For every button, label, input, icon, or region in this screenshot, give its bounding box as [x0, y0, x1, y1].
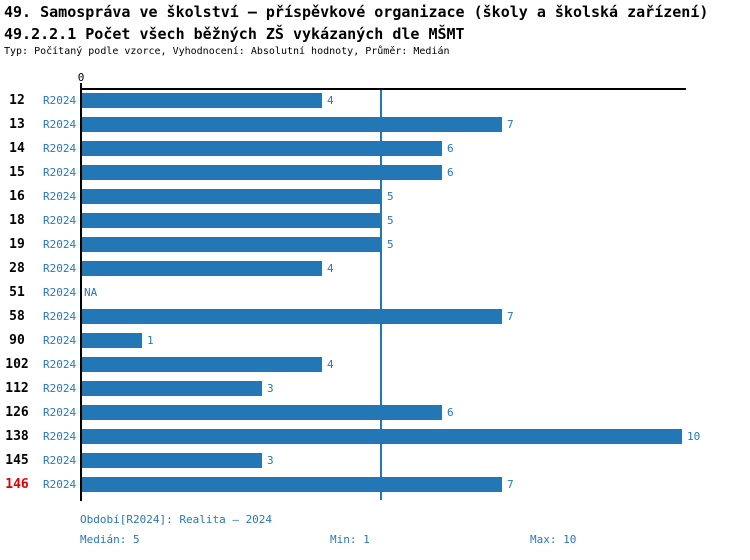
series-period-label: R2024 [43, 477, 77, 491]
series-period-label: R2024 [43, 93, 77, 107]
value-bar [82, 116, 502, 132]
chart-row: 13 R2024 7 [0, 112, 750, 136]
category-label: 145 [5, 452, 29, 468]
category-label: 126 [5, 404, 29, 420]
value-bar [82, 164, 442, 180]
category-label: 18 [9, 212, 25, 228]
category-label: 13 [9, 116, 25, 132]
category-label: 28 [9, 260, 25, 276]
bar-value-label: 4 [327, 93, 334, 107]
value-bar [82, 356, 322, 372]
bar-chart-rows: 12 R2024 4 13 R2024 7 14 R2024 6 15 R2024 6 16 R2024 5… [0, 88, 750, 496]
category-label: 19 [9, 236, 25, 252]
chart-row: 112 R2024 3 [0, 376, 750, 400]
chart-row: 126 R2024 6 [0, 400, 750, 424]
value-bar [82, 380, 262, 396]
bar-value-label: 6 [447, 405, 454, 419]
chart-row: 18 R2024 5 [0, 208, 750, 232]
category-label: 90 [9, 332, 25, 348]
bar-value-label: 7 [507, 309, 514, 323]
bar-value-label: 4 [327, 357, 334, 371]
chart-row: 16 R2024 5 [0, 184, 750, 208]
bar-value-label: 7 [507, 117, 514, 131]
category-label: 138 [5, 428, 29, 444]
value-bar [82, 140, 442, 156]
series-period-label: R2024 [43, 117, 77, 131]
median-line [379, 90, 382, 500]
chart-row: 12 R2024 4 [0, 88, 750, 112]
series-period-label: R2024 [43, 141, 77, 155]
value-bar [82, 332, 142, 348]
value-bar [82, 188, 382, 204]
report-title: 49. Samospráva ve školství – příspěvkové… [4, 3, 709, 21]
series-period-label: R2024 [43, 261, 77, 275]
na-value-label: NA [84, 285, 98, 299]
category-label: 102 [5, 356, 29, 372]
chart-row: 28 R2024 4 [0, 256, 750, 280]
chart-row: 145 R2024 3 [0, 448, 750, 472]
series-period-label: R2024 [43, 165, 77, 179]
value-bar [82, 428, 682, 444]
bar-value-label: 6 [447, 141, 454, 155]
x-axis-zero-tick-label: 0 [77, 71, 85, 84]
value-bar [82, 452, 262, 468]
value-bar [82, 236, 382, 252]
category-label: 15 [9, 164, 25, 180]
report-subtitle: 49.2.2.1 Počet všech běžných ZŠ vykázaný… [4, 25, 465, 43]
category-label: 51 [9, 284, 25, 300]
series-period-label: R2024 [43, 189, 77, 203]
series-period-label: R2024 [43, 285, 77, 299]
category-label: 12 [9, 92, 25, 108]
value-bar [82, 404, 442, 420]
bar-value-label: 5 [387, 237, 394, 251]
chart-row: 51 R2024 NA [0, 280, 750, 304]
chart-row: 14 R2024 6 [0, 136, 750, 160]
y-axis-line [80, 83, 82, 501]
bar-value-label: 5 [387, 213, 394, 227]
bar-value-label: 3 [267, 453, 274, 467]
series-period-label: R2024 [43, 213, 77, 227]
value-bar [82, 212, 382, 228]
series-period-label: R2024 [43, 429, 77, 443]
chart-row: 58 R2024 7 [0, 304, 750, 328]
series-period-label: R2024 [43, 357, 77, 371]
footer-period-label: Období[R2024]: Realita – 2024 [80, 513, 273, 526]
bar-value-label: 7 [507, 477, 514, 491]
bar-value-label: 3 [267, 381, 274, 395]
series-period-label: R2024 [43, 381, 77, 395]
series-period-label: R2024 [43, 237, 77, 251]
chart-top-border [81, 88, 686, 90]
bar-value-label: 10 [687, 429, 701, 443]
series-period-label: R2024 [43, 309, 77, 323]
category-label: 14 [9, 140, 25, 156]
category-label: 16 [9, 188, 25, 204]
bar-value-label: 1 [147, 333, 154, 347]
report-meta-line: Typ: Počítaný podle vzorce, Vyhodnocení:… [4, 46, 450, 57]
footer-median-label: Medián: 5 [80, 533, 140, 546]
series-period-label: R2024 [43, 333, 77, 347]
series-period-label: R2024 [43, 453, 77, 467]
value-bar [82, 260, 322, 276]
chart-row: 19 R2024 5 [0, 232, 750, 256]
footer-min-label: Min: 1 [330, 533, 370, 546]
chart-row: 102 R2024 4 [0, 352, 750, 376]
chart-row: 15 R2024 6 [0, 160, 750, 184]
chart-row: 146 R2024 7 [0, 472, 750, 496]
footer-max-label: Max: 10 [530, 533, 577, 546]
value-bar [82, 308, 502, 324]
category-label: 58 [9, 308, 25, 324]
bar-value-label: 4 [327, 261, 334, 275]
series-period-label: R2024 [43, 405, 77, 419]
bar-value-label: 6 [447, 165, 454, 179]
chart-row: 90 R2024 1 [0, 328, 750, 352]
value-bar [82, 476, 502, 492]
category-label: 112 [5, 380, 29, 396]
chart-row: 138 R2024 10 [0, 424, 750, 448]
value-bar [82, 92, 322, 108]
bar-value-label: 5 [387, 189, 394, 203]
category-label: 146 [5, 476, 29, 492]
